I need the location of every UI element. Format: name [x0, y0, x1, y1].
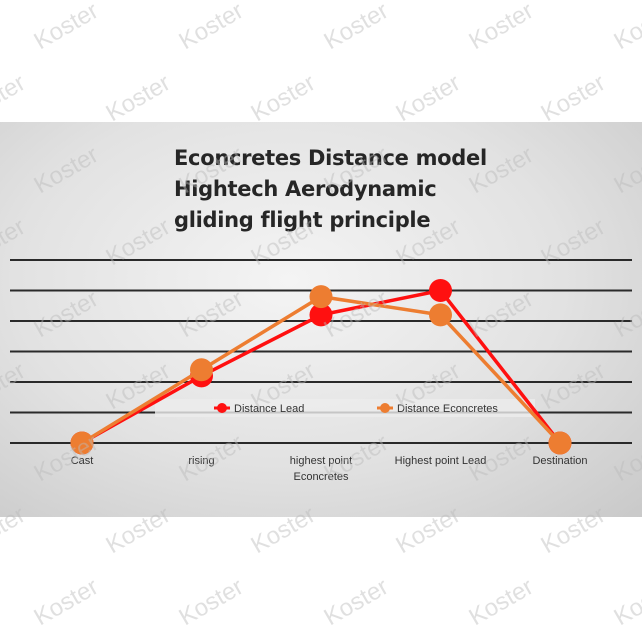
series-distance-econcretes — [70, 285, 572, 455]
legend-label: Distance Lead — [234, 403, 304, 415]
legend-marker — [380, 403, 390, 413]
x-tick-label: rising — [188, 455, 214, 467]
legend-background — [155, 399, 535, 417]
data-point — [548, 431, 572, 455]
legend-item: Distance Lead — [214, 403, 304, 415]
x-tick-label: Cast — [71, 455, 94, 467]
legend-marker — [217, 403, 227, 413]
data-point — [309, 285, 333, 309]
x-tick-label: Econcretes — [293, 471, 349, 483]
data-point — [429, 279, 452, 302]
title-line: Hightech Aerodynamic — [174, 177, 437, 201]
data-point — [429, 303, 452, 327]
x-tick-label: Destination — [532, 455, 587, 467]
x-tick-label: Highest point Lead — [395, 455, 487, 467]
title-line: Econcretes Distance model — [174, 146, 487, 170]
x-tick-label: highest point — [290, 455, 352, 467]
data-point — [70, 431, 94, 455]
legend: Distance Lead Distance Econcretes — [155, 399, 535, 417]
legend-item: Distance Econcretes — [377, 403, 498, 415]
chart-title: Econcretes Distance model Hightech Aerod… — [174, 143, 487, 236]
legend-label: Distance Econcretes — [397, 403, 498, 415]
data-point — [190, 358, 213, 382]
title-line: gliding flight principle — [174, 208, 431, 232]
data-point — [309, 303, 333, 327]
